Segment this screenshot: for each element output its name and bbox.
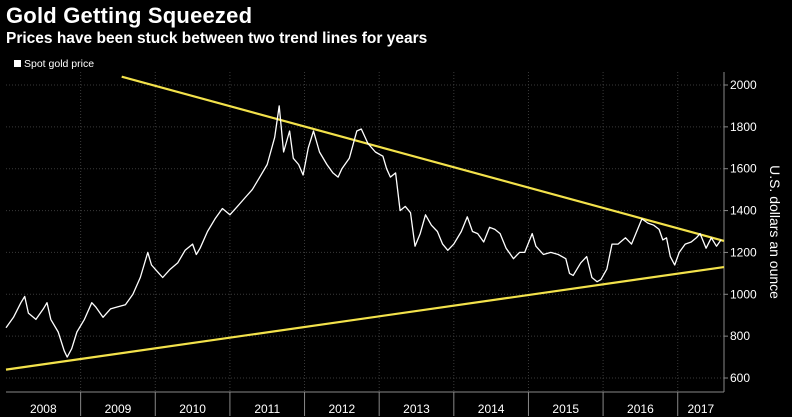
legend: Spot gold price [14, 58, 94, 70]
y-tick-label: 1200 [730, 245, 757, 259]
series-line-spot-gold [5, 105, 722, 358]
y-axis: 600 800 1000 1200 1400 1600 1800 2000 [723, 72, 757, 392]
x-tick-label: 2014 [478, 402, 505, 416]
legend-swatch [14, 60, 21, 67]
x-tick-label: 2012 [329, 402, 356, 416]
x-tick-label: 2011 [254, 402, 280, 416]
y-tick-label: 1800 [730, 120, 757, 134]
page-subtitle: Prices have been stuck between two trend… [6, 30, 428, 47]
x-tick-label: 2013 [403, 402, 430, 416]
y-tick-label: 2000 [730, 78, 757, 92]
y-tick-label: 1600 [730, 162, 757, 176]
x-tick-label: 2008 [30, 402, 57, 416]
y-tick-label: 600 [730, 371, 750, 385]
x-tick-label: 2015 [552, 402, 579, 416]
x-tick-label: 2017 [688, 402, 715, 416]
x-tick-label: 2016 [627, 402, 654, 416]
trend-lines [5, 75, 725, 371]
grid-lines [6, 72, 724, 392]
upper-trend-line [121, 75, 725, 242]
x-tick-label: 2009 [105, 402, 132, 416]
y-tick-label: 800 [730, 329, 750, 343]
series-group [5, 105, 722, 358]
y-tick-label: 1000 [730, 287, 757, 301]
page-title: Gold Getting Squeezed [6, 3, 253, 28]
y-tick-label: 1400 [730, 204, 757, 218]
legend-entry: Spot gold price [24, 58, 94, 70]
lower-trend-line [5, 265, 725, 371]
y-axis-label: U.S. dollars an ounce [767, 165, 783, 299]
x-tick-label: 2010 [179, 402, 206, 416]
x-axis: 2008 2009 2010 2011 2012 2013 2014 2015 2016 2017 [6, 391, 724, 416]
